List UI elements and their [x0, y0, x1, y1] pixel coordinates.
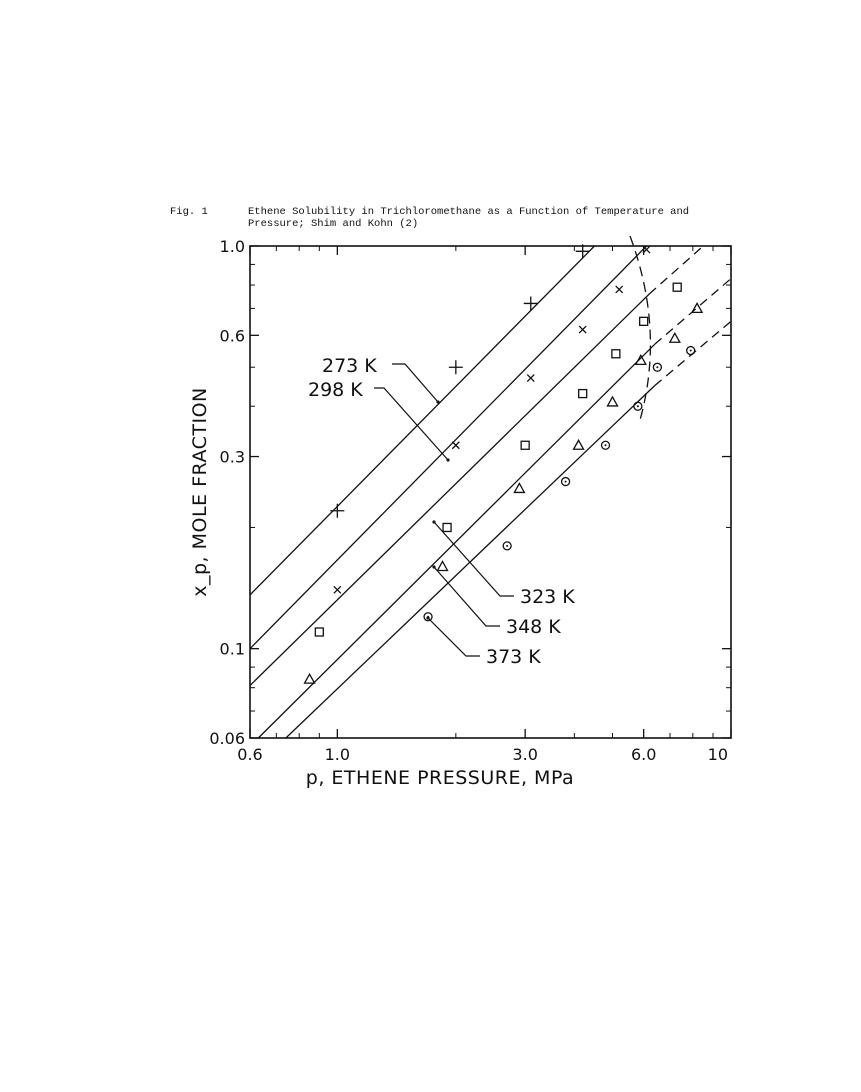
leader-arrow-298k: [446, 458, 450, 462]
y-tick-label: 0.1: [220, 640, 245, 659]
y-axis-title: x_p, MOLE FRACTION: [189, 387, 211, 597]
data-point-circle-dot: [689, 349, 692, 352]
data-point-circle-dot: [636, 405, 639, 408]
data-point-triangle: [668, 331, 681, 343]
data-point-circle-dot: [656, 366, 659, 369]
data-point-plus: [448, 360, 463, 375]
data-point-circle-dot: [604, 444, 607, 447]
temperature-label-373k: 373 K: [486, 646, 541, 668]
data-point-circle-dot: [506, 544, 509, 547]
leader-line-273k: [392, 363, 439, 403]
data-point-circle: [423, 612, 433, 622]
leader-line-373k: [427, 617, 480, 657]
data-point-square: [520, 440, 530, 450]
data-point-triangle: [690, 302, 704, 314]
leader-line-348k: [433, 566, 500, 627]
fit-line-298k: [249, 245, 647, 650]
temperature-label-323k: 323 K: [520, 586, 575, 608]
data-point-x: [578, 325, 587, 334]
data-point-x: [526, 374, 535, 382]
plot-area: [249, 245, 732, 739]
data-point-circle: [560, 476, 571, 487]
leader-arrow-373k: [426, 616, 430, 620]
data-point-triangle: [303, 672, 316, 684]
data-point-triangle: [572, 438, 585, 450]
x-tick-label: 10: [708, 745, 728, 764]
data-point-square: [639, 316, 649, 326]
data-point-square: [578, 388, 588, 399]
x-axis-title: p, ETHENE PRESSURE, MPa: [306, 767, 574, 789]
leader-arrow-348k: [432, 565, 436, 569]
caption-number: Fig. 1: [170, 206, 208, 218]
data-point-plus: [523, 296, 538, 311]
data-point-circle: [686, 345, 696, 356]
data-point-square: [611, 349, 621, 359]
data-point-circle: [600, 440, 611, 450]
fit-line-348k: [257, 343, 656, 739]
data-point-circle-dot: [564, 480, 567, 483]
critical-boundary-curve: [629, 235, 652, 421]
x-tick-label: 6.0: [631, 745, 656, 764]
caption-text: Ethene Solubility in Trichloromethane as…: [248, 206, 690, 230]
extrapolated-line-323k: [648, 245, 704, 295]
data-point-circle: [502, 541, 512, 551]
data-point-x: [642, 245, 651, 254]
data-point-x: [333, 585, 342, 594]
data-point-square: [672, 282, 682, 292]
data-point-square: [442, 522, 452, 533]
fit-line-273k: [249, 245, 595, 596]
data-point-square: [314, 627, 324, 637]
data-point-triangle: [513, 482, 526, 494]
y-tick-label: 0.3: [220, 448, 245, 467]
x-tick-label: 0.6: [237, 745, 262, 764]
data-point-triangle: [634, 354, 647, 366]
leader-arrow-323k: [432, 520, 436, 524]
leader-line-298k: [374, 387, 449, 461]
x-tick-label: 3.0: [512, 745, 537, 764]
leader-arrow-273k: [436, 400, 440, 404]
data-point-triangle: [606, 395, 619, 407]
data-point-x: [615, 285, 624, 294]
data-point-triangle: [436, 560, 449, 572]
data-point-plus: [575, 244, 590, 259]
temperature-label-273k: 273 K: [322, 355, 377, 377]
leader-line-323k: [433, 521, 514, 597]
y-tick-label: 1.0: [220, 237, 245, 256]
temperature-label-298k: 298 K: [308, 379, 363, 401]
temperature-label-348k: 348 K: [506, 616, 561, 638]
data-point-circle: [652, 362, 663, 372]
y-tick-label: 0.6: [220, 326, 245, 345]
data-point-circle: [633, 401, 643, 411]
data-point-plus: [330, 503, 345, 518]
y-tick-label: 0.06: [209, 729, 245, 748]
x-tick-label: 1.0: [325, 745, 350, 764]
data-point-x: [451, 441, 460, 450]
fit-line-323k: [249, 293, 650, 686]
